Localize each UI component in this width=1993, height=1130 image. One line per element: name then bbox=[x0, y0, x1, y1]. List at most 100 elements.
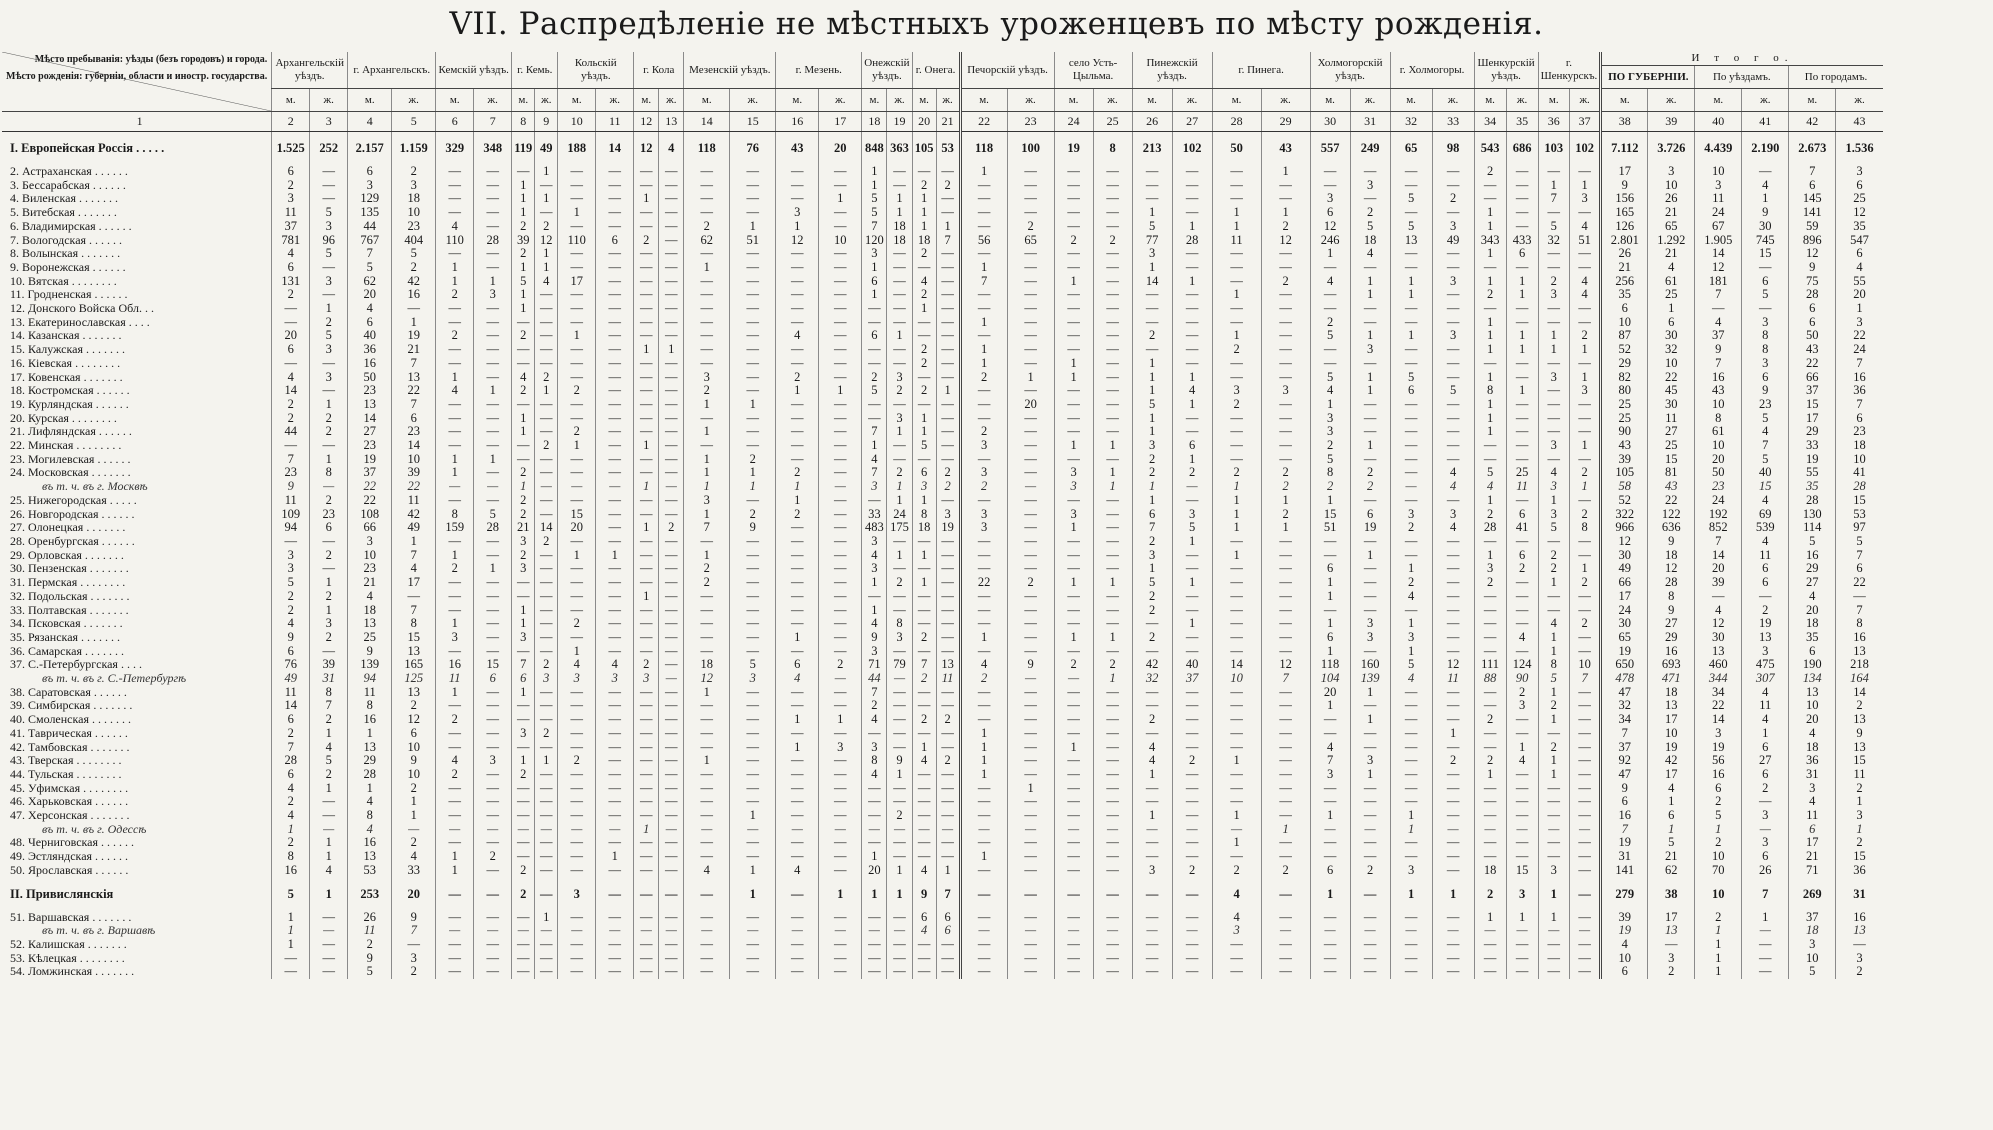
table-cell: — bbox=[595, 480, 634, 494]
table-cell: 53 bbox=[347, 863, 392, 878]
table-cell: — bbox=[435, 781, 474, 796]
table-cell: — bbox=[1473, 302, 1507, 316]
table-cell: 2 bbox=[511, 877, 535, 911]
table-cell: — bbox=[473, 165, 512, 179]
column-number: 10 bbox=[557, 111, 596, 132]
table-cell: — bbox=[775, 965, 819, 980]
table-cell: — bbox=[935, 644, 961, 659]
table-cell: — bbox=[595, 863, 634, 878]
table-cell: — bbox=[1537, 397, 1570, 412]
table-cell: — bbox=[1053, 672, 1094, 686]
table-cell: 12 bbox=[1260, 658, 1311, 673]
table-cell: — bbox=[658, 767, 684, 782]
table-cell: 2 bbox=[271, 603, 310, 618]
table-cell: — bbox=[818, 644, 862, 659]
table-cell: — bbox=[1568, 809, 1601, 823]
table-cell: 3 bbox=[1349, 754, 1391, 768]
table-cell: — bbox=[511, 439, 535, 453]
table-cell: — bbox=[1092, 343, 1133, 357]
table-cell: 10 bbox=[1599, 315, 1648, 330]
table-row: 7. Вологодская . . . . . . 781 96 767 404 110… bbox=[2, 233, 1883, 248]
table-cell: 322 bbox=[1599, 507, 1648, 522]
table-cell: — bbox=[1568, 781, 1601, 796]
table-cell: — bbox=[818, 206, 862, 220]
table-cell: — bbox=[1006, 910, 1055, 925]
table-cell: 2 bbox=[1473, 165, 1507, 179]
table-cell: 1 bbox=[511, 288, 535, 303]
table-cell: — bbox=[1211, 965, 1262, 980]
table-cell: 49 bbox=[534, 131, 558, 165]
table-cell: — bbox=[935, 548, 961, 563]
table-cell: 2 bbox=[1053, 658, 1094, 673]
table-cell: 19 bbox=[1599, 924, 1648, 938]
table-cell: — bbox=[1006, 951, 1055, 966]
table-cell: 43 bbox=[1788, 343, 1836, 357]
table-cell: — bbox=[595, 329, 634, 344]
table-cell: 3 bbox=[861, 644, 887, 659]
table-cell: 5 bbox=[309, 247, 348, 261]
table-cell: — bbox=[1309, 726, 1351, 741]
table-cell: 6 bbox=[775, 658, 819, 673]
table-cell: 76 bbox=[729, 131, 776, 165]
table-cell: — bbox=[557, 178, 596, 193]
table-cell: 134 bbox=[1788, 672, 1836, 686]
table-cell: — bbox=[557, 767, 596, 782]
table-cell: — bbox=[595, 521, 634, 535]
table-cell: 3 bbox=[886, 411, 913, 426]
table-cell: — bbox=[935, 822, 961, 837]
table-cell: 42 bbox=[1131, 658, 1173, 673]
table-cell: 16 bbox=[1599, 809, 1648, 823]
table-cell: 693 bbox=[1647, 658, 1695, 673]
table-cell: 2 bbox=[1260, 274, 1311, 289]
table-cell: 3 bbox=[1694, 726, 1742, 741]
table-cell: 15 bbox=[1309, 507, 1351, 522]
table-cell: — bbox=[775, 937, 819, 952]
table-cell: 5 bbox=[1537, 219, 1570, 234]
table-cell: — bbox=[1431, 452, 1475, 467]
table-cell: 1 bbox=[775, 713, 819, 727]
table-cell: — bbox=[1006, 726, 1055, 741]
table-cell: 43 bbox=[1694, 384, 1742, 398]
table-cell: — bbox=[309, 165, 348, 179]
table-cell: 3 bbox=[729, 672, 776, 686]
table-cell: 122 bbox=[1647, 507, 1695, 522]
table-cell: — bbox=[435, 877, 474, 911]
table-cell: — bbox=[818, 165, 862, 179]
table-cell: 14 bbox=[1694, 713, 1742, 727]
table-cell: — bbox=[557, 534, 596, 549]
table-cell: — bbox=[1092, 836, 1133, 851]
table-cell: — bbox=[534, 965, 558, 980]
table-cell: 2 bbox=[1171, 466, 1213, 481]
table-cell: — bbox=[1741, 937, 1789, 952]
table-cell: — bbox=[1505, 603, 1539, 618]
table-cell: 2 bbox=[1349, 863, 1391, 878]
table-cell: — bbox=[861, 315, 887, 330]
table-cell: 13 bbox=[935, 658, 961, 673]
table-cell: — bbox=[935, 315, 961, 330]
table-cell: 1 bbox=[958, 630, 1008, 645]
table-cell: 256 bbox=[1599, 274, 1648, 289]
table-cell: — bbox=[633, 795, 659, 810]
table-cell: — bbox=[557, 910, 596, 925]
table-cell: — bbox=[391, 822, 436, 837]
female-label: ж. bbox=[595, 88, 634, 112]
table-cell: — bbox=[886, 924, 913, 938]
table-cell: 17 bbox=[1599, 165, 1648, 179]
table-cell: 4 bbox=[1537, 617, 1570, 631]
table-cell: 2 bbox=[1568, 507, 1601, 522]
table-cell: — bbox=[435, 726, 474, 741]
table-cell: 2 bbox=[473, 850, 512, 864]
table-cell: — bbox=[1568, 315, 1601, 330]
table-cell: — bbox=[935, 247, 961, 261]
table-cell: — bbox=[658, 713, 684, 727]
table-cell: — bbox=[1568, 822, 1601, 837]
table-cell: 1 bbox=[911, 206, 937, 220]
table-cell: — bbox=[511, 343, 535, 357]
table-cell: 12 bbox=[1599, 534, 1648, 549]
table-cell: — bbox=[658, 439, 684, 453]
table-cell: 8 bbox=[1092, 131, 1133, 165]
table-cell: 15 bbox=[473, 658, 512, 673]
table-cell: 1 bbox=[435, 617, 474, 631]
table-cell: — bbox=[1260, 850, 1311, 864]
table-cell: — bbox=[818, 452, 862, 467]
